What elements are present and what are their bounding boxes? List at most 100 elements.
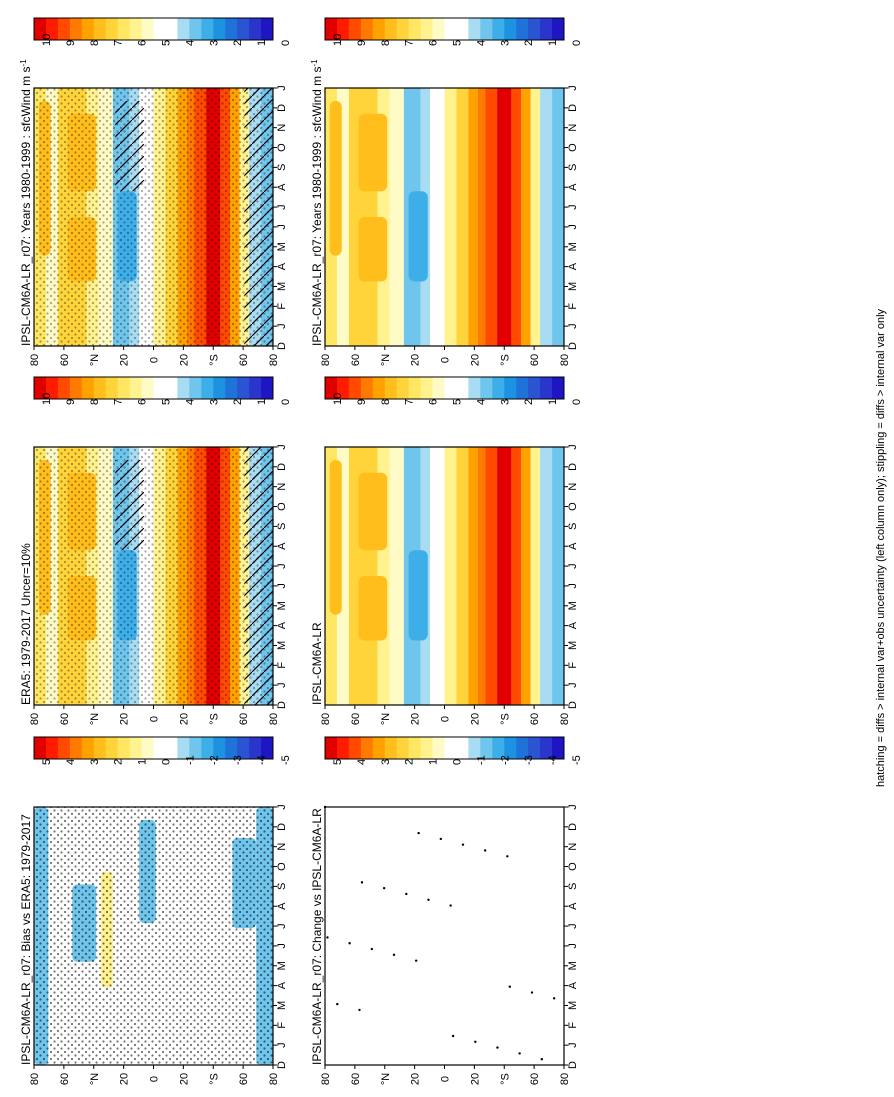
month-tick-label: O	[567, 143, 579, 152]
colorbar-tick-label: 1	[428, 759, 440, 765]
colorbar-swatch	[45, 377, 59, 399]
colorbar-tick-label: 3	[208, 40, 220, 46]
colorbar-swatch	[456, 737, 469, 759]
month-tick-label: O	[276, 862, 288, 871]
contour-band	[485, 447, 498, 705]
lat-tick-label: 80	[268, 713, 280, 725]
colorbar-swatch	[456, 377, 469, 399]
colorbar: 10 9 8 7 6 5 4 3 2 1 0	[324, 376, 583, 405]
colorbar-tick-label: 6	[428, 40, 440, 46]
colorbar-tick-label: 0	[160, 759, 172, 765]
colorbar-swatch	[504, 18, 517, 40]
hatching	[244, 447, 273, 705]
colorbar-swatch	[81, 737, 95, 759]
colorbar-swatch	[552, 737, 565, 759]
hatching	[115, 459, 144, 551]
contour-blob	[358, 576, 388, 641]
colorbar: 5 4 3 2 1 0 -1 -2 -3 -4 -5	[324, 736, 583, 765]
colorbar-tick-label: -2	[208, 755, 220, 765]
colorbar-swatch	[384, 18, 398, 40]
lat-tick-label: °N	[89, 354, 101, 366]
month-tick-label: D	[276, 342, 288, 350]
contour-band	[456, 447, 469, 705]
panel-title: IPSL-CM6A-LR	[310, 622, 324, 705]
month-tick-label: J	[567, 583, 579, 589]
panel-title: ERA5: 1979-2017 Uncer=10%	[19, 543, 33, 705]
contour-band	[430, 447, 445, 705]
colorbar-tick-label: -4	[256, 755, 268, 765]
footer-note: hatching = diffs > internal var+obs unce…	[875, 308, 887, 787]
month-tick-label: F	[567, 662, 579, 669]
colorbar-tick-label: 3	[208, 399, 220, 405]
month-tick-label: M	[276, 1001, 288, 1010]
colorbar-swatch	[552, 18, 565, 40]
stipple-dot	[496, 1046, 499, 1049]
month-tick-label: O	[276, 502, 288, 511]
month-tick-label: F	[276, 303, 288, 310]
colorbar-tick-label: 7	[404, 399, 416, 405]
colorbar-tick-label: 2	[404, 759, 416, 765]
colorbar-swatch	[516, 377, 529, 399]
colorbar-tick-label: 3	[499, 40, 511, 46]
stipple-dot	[439, 837, 443, 841]
month-tick-label: J	[567, 1042, 579, 1048]
colorbar-swatch	[384, 377, 398, 399]
contour-blob	[329, 459, 342, 615]
colorbar-swatch	[213, 737, 226, 759]
stipple-dot	[508, 985, 511, 988]
colorbar-swatch	[237, 18, 250, 40]
colorbar-swatch	[336, 18, 350, 40]
colorbar: 5 4 3 2 1 0 -1 -2 -3 -4 -5	[33, 736, 292, 765]
contour-band	[377, 447, 390, 705]
colorbar-swatch	[34, 18, 47, 40]
contour-band	[485, 88, 498, 346]
colorbar-swatch	[420, 18, 434, 40]
colorbar-swatch	[57, 18, 71, 40]
contour-band	[444, 447, 457, 705]
colorbar-tick-label: 0	[571, 40, 583, 46]
colorbar-swatch	[45, 18, 59, 40]
colorbar-swatch	[237, 737, 250, 759]
lat-tick-label: 0	[149, 357, 161, 363]
colorbar-swatch	[261, 377, 274, 399]
lat-tick-label: 60	[238, 1073, 250, 1085]
contour-band	[444, 88, 457, 346]
lat-tick-label: 80	[29, 713, 41, 725]
colorbar-tick-label: 4	[475, 40, 487, 46]
month-tick-label: D	[276, 463, 288, 471]
colorbar-tick-label: 9	[356, 40, 368, 46]
colorbar-swatch	[81, 377, 95, 399]
colorbar-swatch	[348, 737, 362, 759]
lat-tick-label: 20	[410, 1073, 422, 1085]
stipple-dot	[451, 1034, 455, 1038]
colorbar-swatch	[189, 18, 202, 40]
month-tick-label: D	[567, 342, 579, 350]
lat-tick-label: 20	[178, 713, 190, 725]
lat-tick-label: 80	[29, 354, 41, 366]
colorbar-swatch	[336, 377, 350, 399]
colorbar-tick-label: 4	[184, 399, 196, 405]
month-tick-label: M	[276, 282, 288, 291]
colorbar-tick-label: 7	[113, 399, 125, 405]
colorbar-swatch	[325, 737, 338, 759]
lat-tick-label: 60	[59, 713, 71, 725]
lat-tick-label: °N	[380, 1073, 392, 1085]
lat-tick-label: 20	[119, 1073, 131, 1085]
month-tick-label: A	[276, 621, 288, 629]
month-tick-label: A	[567, 183, 579, 191]
colorbar-tick-label: 4	[184, 40, 196, 46]
month-tick-label: J	[567, 323, 579, 329]
month-tick-label: J	[567, 923, 579, 929]
month-tick-label: J	[276, 85, 288, 91]
lat-tick-label: 80	[320, 713, 332, 725]
colorbar-swatch	[261, 18, 274, 40]
stipple-dot	[474, 1040, 477, 1044]
colorbar-swatch	[540, 737, 553, 759]
stipple-dot	[348, 942, 351, 945]
colorbar-tick-label: 8	[380, 399, 392, 405]
colorbar-swatch	[141, 18, 154, 40]
month-tick-label: J	[567, 682, 579, 688]
stipple-dot	[392, 953, 396, 957]
